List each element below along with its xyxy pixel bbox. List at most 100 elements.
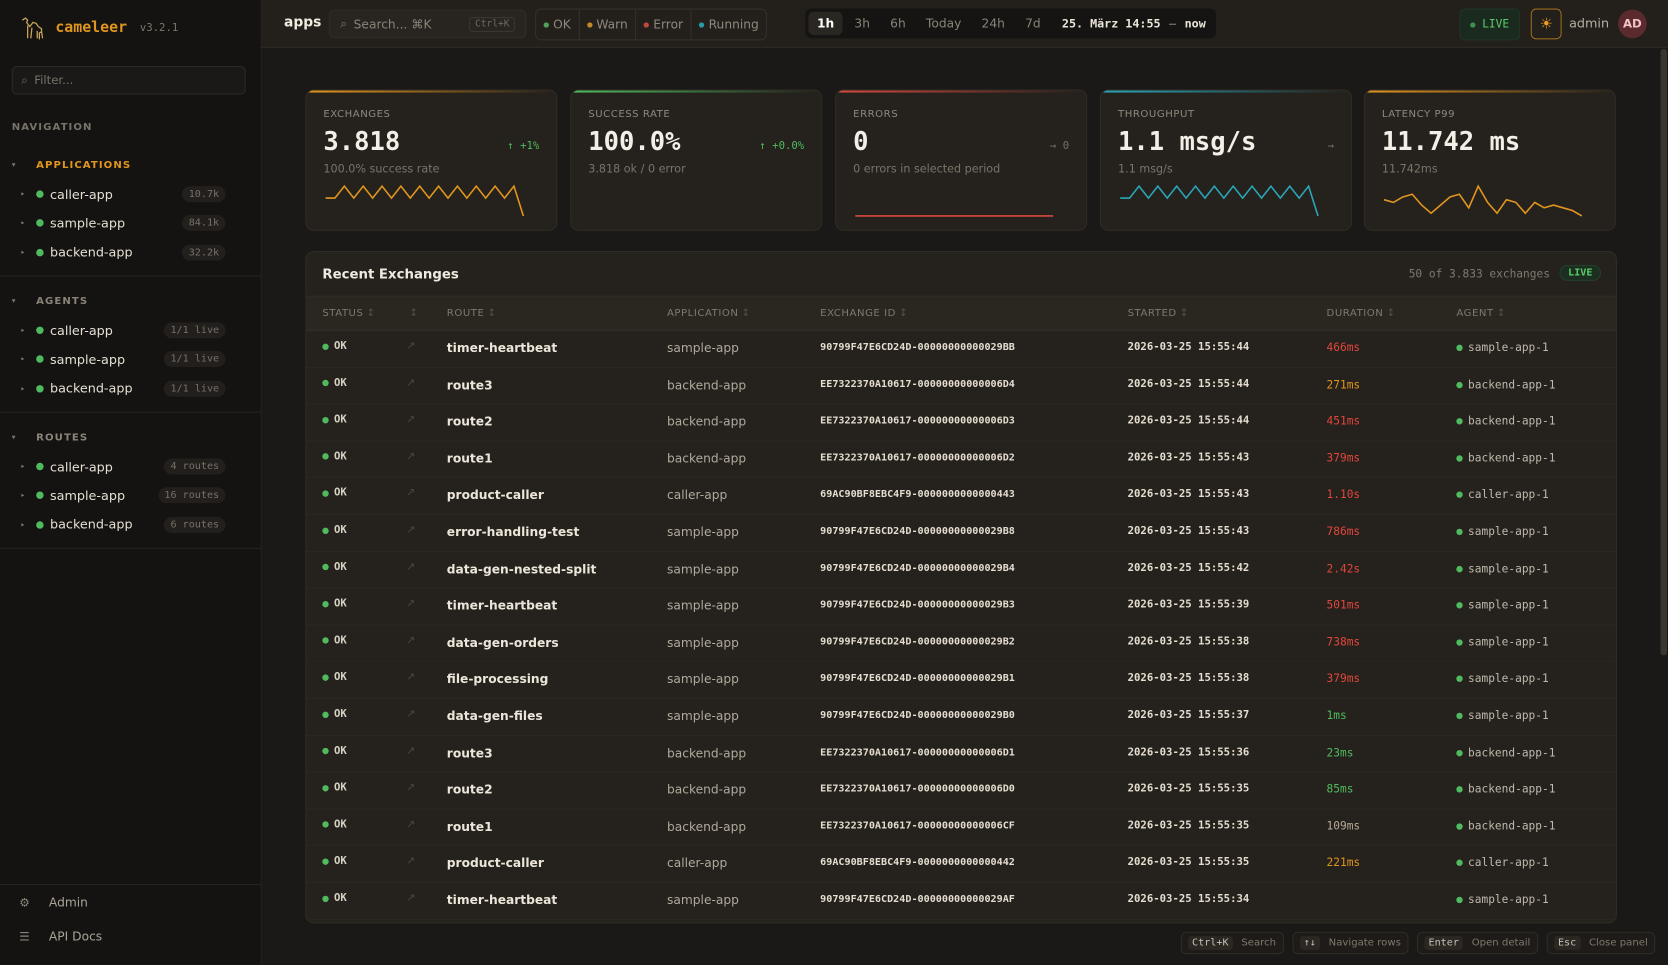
kpi-card-errors[interactable]: ERRORS 0 → 0 0 errors in selected period: [835, 89, 1088, 231]
table-row[interactable]: OK ↗ route1 backend-app EE7322370A10617-0000…: [306, 808, 1616, 847]
kpi-card-latency-p99[interactable]: LATENCY P99 11.742 ms 11.742ms: [1363, 89, 1616, 231]
chevron-right-icon[interactable]: ▸: [21, 462, 25, 471]
time-range-1h[interactable]: 1h: [808, 11, 843, 36]
filter-ok[interactable]: OK: [536, 9, 580, 40]
filter-error[interactable]: Error: [636, 9, 692, 40]
kpi-card-exchanges[interactable]: EXCHANGES 3.818 ↑ +1% 100.0% success rate: [305, 89, 558, 231]
table-row[interactable]: OK ↗ timer-heartbeat sample-app 90799F47E6CD…: [306, 882, 1616, 920]
table-row[interactable]: OK ↗ timer-heartbeat sample-app 90799F47E6CD…: [306, 587, 1616, 626]
column-header-status[interactable]: STATUS ↕: [322, 307, 375, 319]
sidebar-item-caller-app[interactable]: ▸ caller-app 10.7k: [0, 180, 261, 209]
avatar[interactable]: AD: [1618, 9, 1647, 39]
open-link-icon[interactable]: ↗: [406, 414, 416, 426]
open-link-icon[interactable]: ↗: [406, 377, 416, 389]
column-header-agent[interactable]: AGENT ↕: [1456, 307, 1506, 319]
sort-icon[interactable]: ↕: [1386, 307, 1396, 320]
open-link-icon[interactable]: ↗: [406, 450, 416, 463]
open-link-icon[interactable]: ↗: [406, 745, 416, 757]
open-link-icon[interactable]: ↗: [406, 340, 416, 353]
chevron-right-icon[interactable]: ▸: [21, 219, 25, 228]
chevron-right-icon[interactable]: ▸: [21, 248, 25, 257]
open-link-icon[interactable]: ↗: [406, 598, 416, 610]
date-range[interactable]: 25. März 14:55 — now: [1062, 16, 1206, 30]
chevron-right-icon[interactable]: ▸: [21, 491, 25, 500]
table-row[interactable]: OK ↗ error-handling-test sample-app 90799F47…: [306, 514, 1616, 552]
sort-icon[interactable]: ↕: [409, 307, 419, 320]
table-row[interactable]: OK ↗ route2 backend-app EE7322370A10617-0000…: [306, 771, 1616, 810]
sidebar-link-api-docs[interactable]: ☰ API Docs: [0, 919, 261, 953]
sort-icon[interactable]: ↕: [899, 307, 909, 320]
table-row[interactable]: OK ↗ route1 backend-app EE7322370A10617-0000…: [306, 440, 1616, 479]
table-row[interactable]: OK ↗ route2 backend-app EE7322370A10617-0000…: [306, 403, 1616, 442]
logo[interactable]: cameleer v3.2.1: [19, 15, 178, 41]
table-row[interactable]: OK ↗ product-caller caller-app 69AC90BF8EBC4…: [306, 477, 1616, 515]
open-link-icon[interactable]: ↗: [406, 708, 416, 721]
chevron-right-icon[interactable]: ▸: [21, 326, 25, 335]
sidebar-item-sample-app[interactable]: ▸ sample-app 84.1k: [0, 209, 261, 238]
column-header-route[interactable]: ROUTE ↕: [447, 307, 497, 319]
kpi-card-success-rate[interactable]: SUCCESS RATE 100.0% ↑ +0.0% 3.818 ok / 0 er…: [570, 89, 823, 231]
time-range-24h[interactable]: 24h: [981, 15, 1005, 31]
sidebar-item-backend-app[interactable]: ▸ backend-app 32.2k: [0, 238, 261, 267]
sort-icon[interactable]: ↕: [487, 307, 497, 320]
live-toggle[interactable]: LIVE: [1459, 8, 1521, 41]
breadcrumb[interactable]: apps: [284, 14, 322, 31]
sidebar-item-caller-app[interactable]: ▸ caller-app 1/1 live: [0, 316, 261, 345]
time-range-today[interactable]: Today: [925, 15, 962, 31]
sort-icon[interactable]: ↕: [366, 307, 376, 320]
table-row[interactable]: OK ↗ route3 backend-app EE7322370A10617-0000…: [306, 367, 1616, 405]
open-link-icon[interactable]: ↗: [406, 634, 416, 647]
section-header[interactable]: ▾ APPLICATIONS: [0, 150, 261, 180]
filter-warn[interactable]: Warn: [579, 9, 637, 40]
open-link-icon[interactable]: ↗: [406, 524, 416, 537]
open-link-icon[interactable]: ↗: [406, 818, 416, 831]
column-header-exchange-id[interactable]: EXCHANGE ID ↕: [820, 307, 908, 319]
open-link-icon[interactable]: ↗: [406, 561, 416, 573]
section-header[interactable]: ▾ ROUTES: [0, 422, 261, 452]
table-row[interactable]: OK ↗ file-processing sample-app 90799F47E6CD…: [306, 661, 1616, 699]
sort-icon[interactable]: ↕: [1179, 307, 1189, 320]
table-row[interactable]: OK ↗ data-gen-nested-split sample-app 90799F…: [306, 551, 1616, 589]
scrollbar[interactable]: [1660, 48, 1667, 656]
user-name[interactable]: admin: [1569, 15, 1610, 31]
table-row[interactable]: OK ↗ data-gen-orders sample-app 90799F47E6CD…: [306, 624, 1616, 663]
table-row[interactable]: OK ↗ data-gen-files sample-app 90799F47E6CD2…: [306, 698, 1616, 736]
open-link-icon[interactable]: ↗: [406, 892, 416, 905]
column-header-open[interactable]: ↕: [406, 307, 418, 319]
column-header-started[interactable]: STARTED ↕: [1128, 307, 1189, 319]
sidebar-item-caller-app[interactable]: ▸ caller-app 4 routes: [0, 452, 261, 481]
sidebar-item-backend-app[interactable]: ▸ backend-app 1/1 live: [0, 374, 261, 403]
chevron-right-icon[interactable]: ▸: [21, 384, 25, 393]
sort-icon[interactable]: ↕: [741, 307, 751, 320]
sidebar-filter-input[interactable]: ⌕ Filter...: [11, 65, 246, 95]
chevron-right-icon[interactable]: ▸: [21, 355, 25, 364]
chevron-right-icon[interactable]: ▸: [21, 520, 25, 529]
chevron-down-icon[interactable]: ▾: [11, 296, 17, 306]
column-header-duration[interactable]: DURATION ↕: [1327, 307, 1396, 319]
sidebar-item-sample-app[interactable]: ▸ sample-app 16 routes: [0, 481, 261, 510]
time-range-6h[interactable]: 6h: [890, 15, 906, 31]
time-range-3h[interactable]: 3h: [854, 15, 870, 31]
sidebar-item-sample-app[interactable]: ▸ sample-app 1/1 live: [0, 345, 261, 374]
column-header-application[interactable]: APPLICATION ↕: [667, 307, 751, 319]
open-link-icon[interactable]: ↗: [406, 487, 416, 500]
time-range-7d[interactable]: 7d: [1025, 15, 1041, 31]
table-row[interactable]: OK ↗ product-caller caller-app 69AC90BF8EBC4…: [306, 845, 1616, 883]
section-header[interactable]: ▾ AGENTS: [0, 286, 261, 316]
open-link-icon[interactable]: ↗: [406, 671, 416, 684]
filter-running[interactable]: Running: [692, 10, 767, 40]
search-input[interactable]: ⌕ Search... ⌘K Ctrl+K: [328, 9, 527, 39]
kpi-card-throughput[interactable]: THROUGHPUT 1.1 msg/s → 1.1 msg/s: [1099, 89, 1353, 231]
chevron-right-icon[interactable]: ▸: [21, 190, 25, 199]
chevron-down-icon[interactable]: ▾: [11, 160, 17, 170]
open-link-icon[interactable]: ↗: [406, 855, 416, 868]
theme-toggle-button[interactable]: ☀: [1530, 8, 1562, 40]
table-row[interactable]: OK ↗ route3 backend-app EE7322370A10617-0000…: [306, 735, 1616, 773]
chevron-down-icon[interactable]: ▾: [11, 432, 17, 442]
sort-icon[interactable]: ↕: [1496, 307, 1506, 320]
sidebar-link-admin[interactable]: ⚙ Admin: [0, 885, 261, 919]
open-link-icon[interactable]: ↗: [406, 782, 416, 794]
sidebar-item-backend-app[interactable]: ▸ backend-app 6 routes: [0, 510, 261, 539]
table-row[interactable]: OK ↗ timer-heartbeat sample-app 90799F47E6CD…: [306, 330, 1616, 368]
duration-cell: 109ms: [1326, 819, 1361, 833]
